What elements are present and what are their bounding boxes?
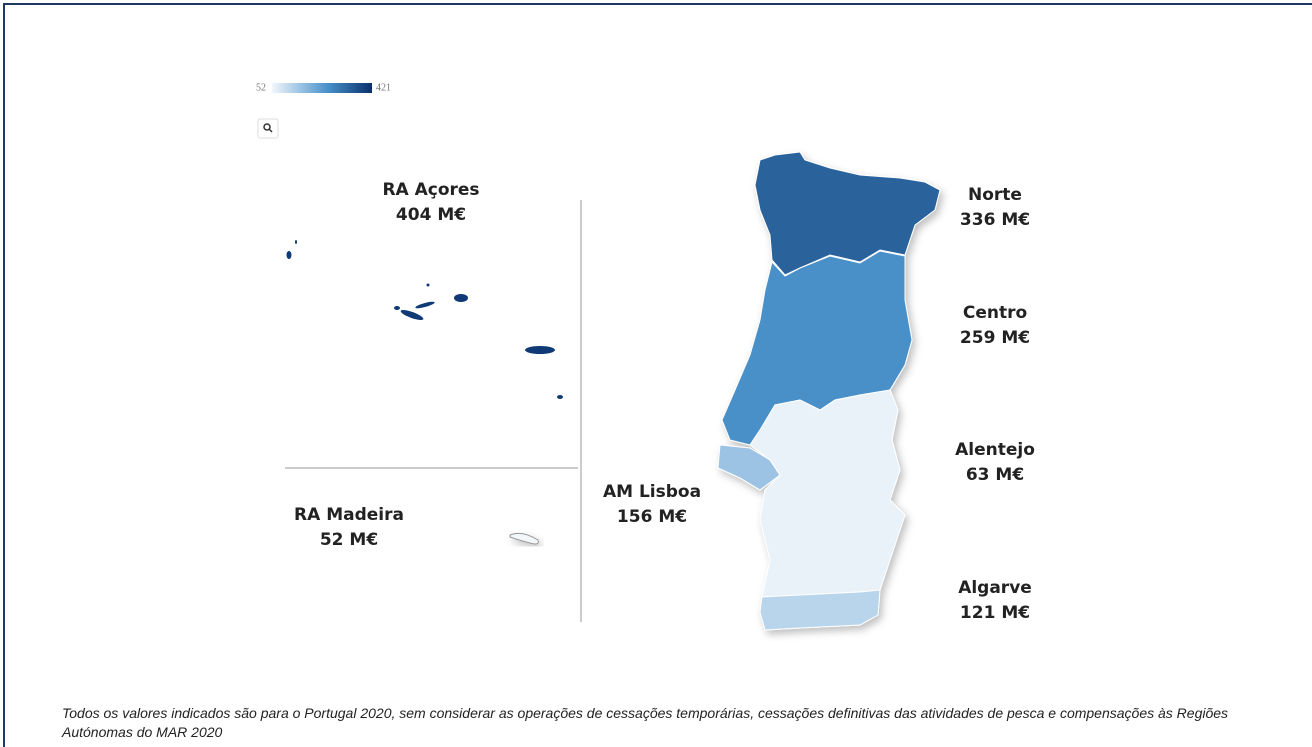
island <box>426 283 430 287</box>
region-value: 336 M€ <box>960 210 1030 230</box>
region-value: 63 M€ <box>966 465 1024 485</box>
alentejo <box>749 389 906 598</box>
island <box>400 310 424 320</box>
madeira <box>509 532 539 545</box>
region-value: 156 M€ <box>617 507 687 527</box>
region-name: AM Lisboa <box>603 482 701 502</box>
region-value: 404 M€ <box>396 205 466 225</box>
region-value: 121 M€ <box>960 603 1030 623</box>
island <box>286 251 292 259</box>
island <box>525 346 555 354</box>
azores <box>286 240 563 399</box>
island <box>415 301 435 309</box>
island <box>557 395 563 399</box>
region-name: Norte <box>968 185 1022 205</box>
region-value: 259 M€ <box>960 328 1030 348</box>
footnote: Todos os valores indicados são para o Po… <box>62 705 1229 740</box>
zoom-button[interactable] <box>257 118 279 139</box>
island <box>394 306 400 310</box>
region-name: RA Açores <box>382 180 479 200</box>
island <box>454 294 468 302</box>
legend-max: 421 <box>376 82 391 93</box>
region-name: Alentejo <box>955 440 1035 460</box>
region-name: Centro <box>963 303 1027 323</box>
region-name: RA Madeira <box>294 505 404 525</box>
algarve <box>759 589 881 631</box>
norte <box>754 151 941 276</box>
lisboa <box>717 444 781 491</box>
legend-min: 52 <box>256 82 266 93</box>
island <box>295 240 297 244</box>
mainland <box>717 151 941 631</box>
region-value: 52 M€ <box>320 530 378 550</box>
legend-gradient <box>272 83 372 93</box>
frame <box>3 3 1312 747</box>
region-name: Algarve <box>958 578 1032 598</box>
